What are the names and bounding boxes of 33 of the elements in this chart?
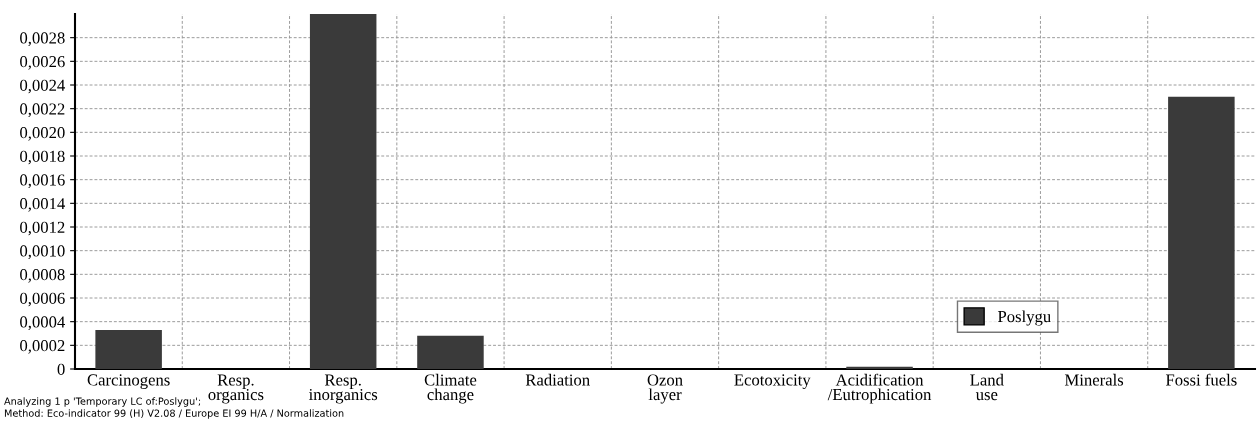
x-tick-label: Ozon layer — [647, 374, 683, 404]
x-tick-label: Ecotoxicity — [734, 374, 811, 389]
y-tick-label: 0,0026 — [20, 56, 65, 70]
y-tick-label: 0,0020 — [20, 127, 65, 141]
y-tick-label: 0,0016 — [20, 174, 65, 189]
bar — [1168, 96, 1235, 369]
x-tick-label: Fossi fuels — [1165, 373, 1237, 386]
x-tick-label: Radiation — [525, 373, 590, 386]
y-tick-label: 0,0024 — [20, 79, 66, 94]
x-tick-label: Resp. inorganics — [308, 374, 378, 404]
x-tick-label: Climate change — [424, 373, 477, 404]
y-tick-label: 0,0008 — [20, 269, 65, 283]
y-tick-label: 0,0010 — [20, 245, 65, 260]
bar — [417, 335, 484, 369]
legend-label: Poslygu — [997, 310, 1051, 326]
y-tick-label: 0,0022 — [20, 103, 65, 118]
bar — [95, 329, 162, 369]
y-tick-label: 0,0012 — [20, 221, 65, 236]
text: Method: Eco-indicator 99 (H) V2.08 / Europe EI 99 H/A / Normalization — [4, 409, 344, 419]
y-tick-label: 0,0004 — [20, 316, 66, 331]
x-tick-label: Acidification /Eutrophication — [827, 373, 932, 404]
y-tick-label: 0,0028 — [20, 32, 65, 47]
x-tick-label: Minerals — [1064, 373, 1124, 386]
bar — [309, 14, 377, 369]
y-tick-label: 0,0002 — [20, 340, 65, 354]
x-tick-label: Carcinogens — [87, 374, 170, 389]
x-tick-label: Resp. organics — [208, 374, 264, 404]
y-tick-label: 0,0006 — [20, 292, 65, 307]
y-tick-label: 0 — [57, 363, 65, 375]
text: Analyzing 1 p 'Temporary LC of:Poslygu'; — [4, 397, 201, 407]
y-tick-label: 0,0018 — [20, 150, 65, 165]
y-tick-label: 0,0014 — [20, 198, 66, 212]
x-tick-label: Land use — [970, 373, 1004, 401]
